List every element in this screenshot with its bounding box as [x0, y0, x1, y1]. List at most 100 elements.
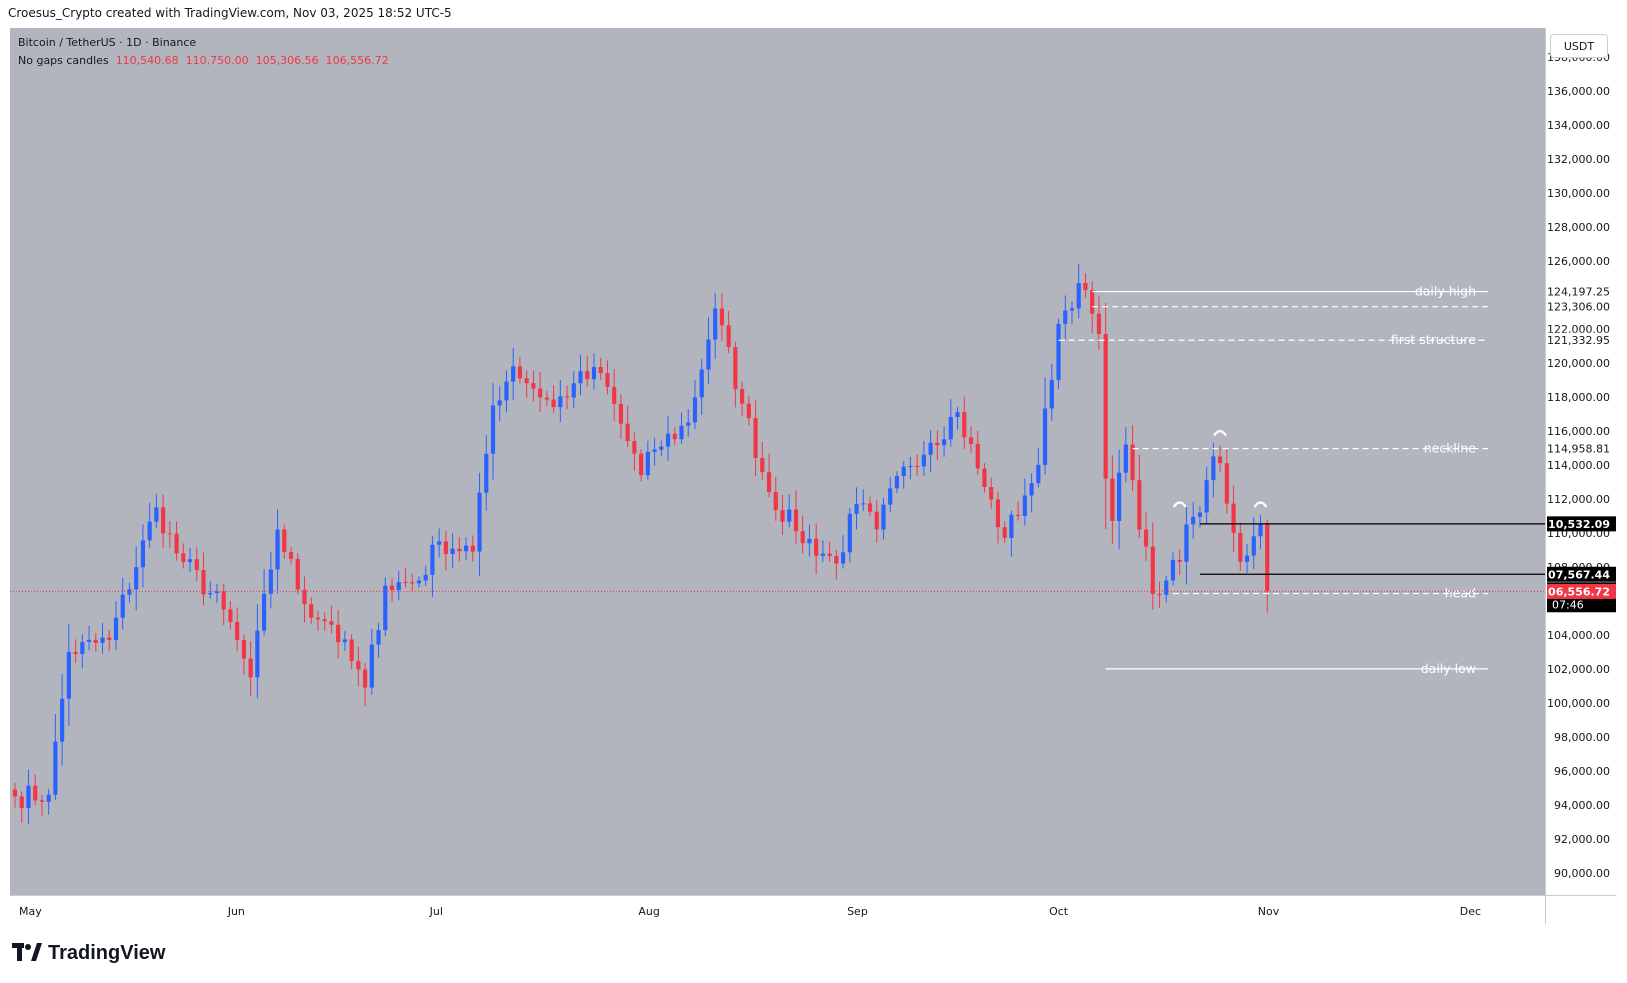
candle: [470, 535, 475, 562]
candle-body: [1170, 559, 1176, 581]
candle: [800, 515, 805, 554]
candle-body: [1184, 524, 1189, 562]
candle: [1117, 449, 1122, 550]
candle: [282, 524, 287, 559]
price-axis-svg[interactable]: 90,000.00 92,000.00 94,000.00 96,000.00 98,0…: [1546, 28, 1616, 895]
price-level-tag-bg: [1547, 441, 1616, 457]
candle-body: [558, 396, 563, 408]
candle-body: [60, 698, 65, 742]
candle: [1238, 523, 1243, 571]
price-level-tag: 123,306.00: [1547, 299, 1616, 315]
time-tick-label: Sep: [847, 905, 868, 918]
candle-body: [322, 619, 327, 622]
candle-body: [578, 371, 583, 384]
candle-body: [437, 541, 442, 545]
candle-body: [282, 529, 287, 553]
candle: [322, 612, 327, 631]
candle: [86, 626, 92, 651]
candle: [389, 578, 395, 602]
candle-body: [585, 371, 590, 380]
price-level-tag-text: 114,958.81: [1547, 443, 1610, 456]
candle-body: [901, 466, 906, 477]
candle: [12, 782, 18, 808]
candle-body: [194, 559, 199, 571]
candle: [713, 292, 718, 359]
candle-body: [140, 540, 146, 568]
candle-body: [221, 591, 226, 610]
candle-body: [376, 630, 381, 645]
candle: [463, 537, 469, 561]
candle: [928, 430, 933, 473]
plot-area[interactable]: daily high first structure neckline head dai…: [10, 28, 1545, 895]
candle-body: [1083, 283, 1088, 291]
candle-body: [363, 669, 368, 688]
candle-body: [1130, 444, 1135, 481]
candle: [1231, 486, 1236, 552]
candle-body: [46, 794, 51, 802]
range-bottom-tag-bg: [1547, 566, 1616, 582]
candle-body: [93, 639, 98, 643]
candle-body: [430, 544, 435, 575]
range-top-tag-bg: [1547, 516, 1616, 532]
price-tick-label: 136,000.00: [1547, 85, 1610, 98]
candle: [612, 368, 617, 421]
candle-body: [1123, 444, 1128, 473]
candle: [564, 385, 570, 410]
price-tick-label: 134,000.00: [1547, 119, 1610, 132]
price-tick-label: 130,000.00: [1547, 187, 1610, 200]
candle: [134, 546, 139, 611]
candle: [874, 500, 879, 543]
candle: [214, 583, 220, 604]
candle-body: [1096, 313, 1102, 334]
candle: [315, 611, 321, 631]
level-label: daily low: [1421, 661, 1476, 676]
candle-body: [746, 403, 751, 419]
candle-body: [713, 308, 718, 340]
candle-body: [827, 553, 832, 556]
currency-button[interactable]: USDT: [1550, 34, 1608, 58]
candle-body: [908, 465, 913, 467]
time-axis[interactable]: May Jun Jul Aug Sep Oct Nov Dec: [10, 895, 1545, 924]
candle-body: [874, 511, 879, 530]
price-tick-label: 132,000.00: [1547, 153, 1610, 166]
candle: [221, 583, 226, 625]
candle-body: [793, 509, 799, 532]
candle: [1244, 544, 1250, 573]
candle: [1022, 478, 1027, 526]
chart-svg[interactable]: daily high first structure neckline head dai…: [10, 28, 1545, 895]
candle-body: [147, 521, 152, 541]
candle: [793, 490, 799, 544]
candle: [1002, 521, 1007, 543]
candle: [1170, 552, 1176, 586]
candle: [1224, 447, 1229, 514]
candle-body: [740, 389, 745, 404]
price-level-tag: 121,332.95: [1547, 332, 1616, 348]
candle-body: [1218, 456, 1223, 464]
range-bottom-tag-text: 107,567.44: [1546, 568, 1610, 581]
candle-body: [773, 492, 778, 511]
candle-body: [867, 503, 873, 512]
candle-body: [181, 553, 186, 563]
symbol-legend: Bitcoin / TetherUS · 1D · Binance No gap…: [18, 34, 389, 70]
candle: [1096, 295, 1102, 350]
candle: [39, 794, 45, 816]
candle-body: [1204, 480, 1209, 513]
candle-body: [1117, 472, 1122, 521]
current-price-tag-bg: [1547, 583, 1616, 599]
ohlc-low: 105,306.56: [255, 54, 319, 67]
ohlc-high: 110,750.00: [185, 54, 249, 67]
candle: [699, 359, 704, 416]
candle: [1069, 301, 1075, 324]
candle-body: [356, 661, 361, 670]
candle-body: [571, 383, 576, 398]
candle: [181, 543, 186, 569]
price-axis[interactable]: 90,000.00 92,000.00 94,000.00 96,000.00 98,0…: [1545, 28, 1616, 895]
candle-body: [1042, 408, 1048, 465]
candle-body: [497, 400, 502, 406]
candle: [645, 440, 650, 480]
candle-body: [820, 553, 825, 556]
price-level-tag: 102,000.00: [1547, 661, 1616, 677]
candle-body: [73, 651, 78, 654]
time-axis-svg[interactable]: May Jun Jul Aug Sep Oct Nov Dec: [10, 896, 1545, 925]
candle: [1265, 520, 1270, 613]
